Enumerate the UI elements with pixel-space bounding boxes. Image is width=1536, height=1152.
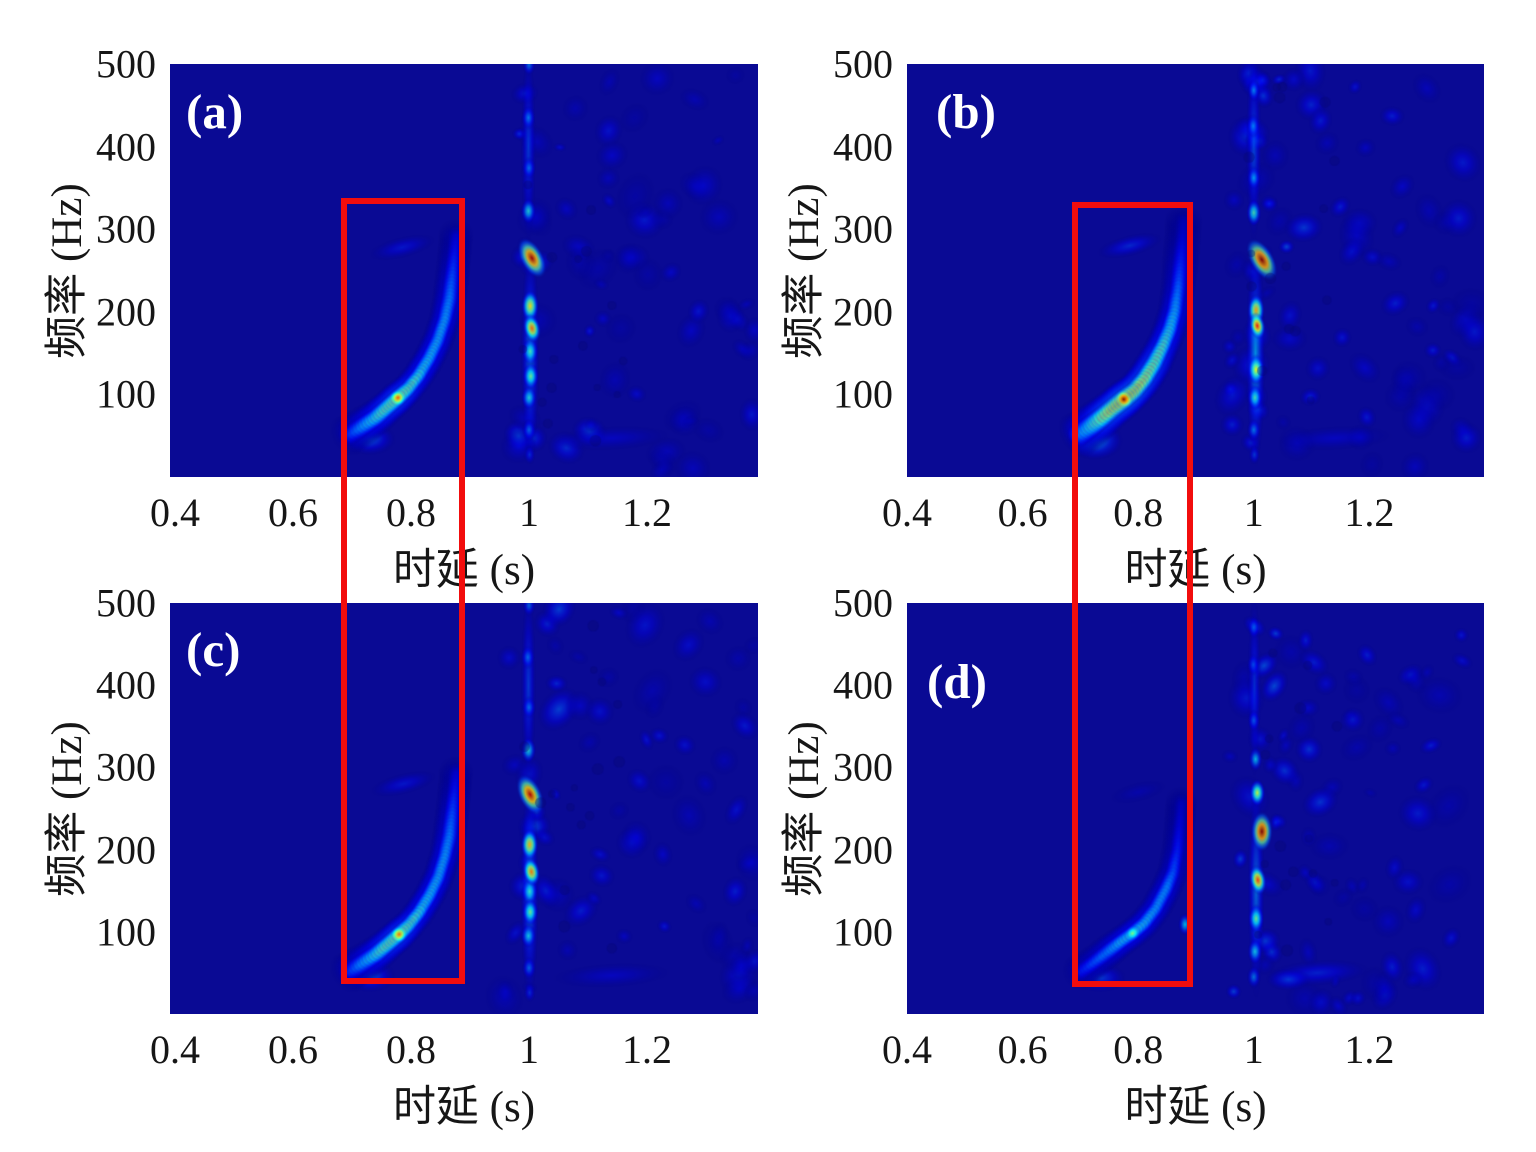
panel-c-xtick-1.2: 1.2 xyxy=(622,1027,672,1072)
panel-d-xtick-0.6: 0.6 xyxy=(997,1027,1048,1072)
panel-c-xtick-1: 1 xyxy=(519,1027,539,1072)
panel-c-yaxis-label: 频率 (Hz) xyxy=(44,720,91,897)
panel-d-xtick-1: 1 xyxy=(1243,1027,1264,1072)
panel-b-ytick-300: 300 xyxy=(833,206,893,252)
panel-b-xtick-0.8: 0.8 xyxy=(1113,490,1164,535)
panel-d-xaxis-label: 时延 (s) xyxy=(1124,1084,1267,1131)
panel-a-ytick-300: 300 xyxy=(96,206,156,252)
panel-b-canvas xyxy=(907,64,1484,477)
panel-b-ytick-400: 400 xyxy=(833,124,893,170)
panel-a-xtick-1.2: 1.2 xyxy=(622,490,672,535)
panel-b-xtick-0.6: 0.6 xyxy=(997,490,1048,535)
panel-b-xtick-1.2: 1.2 xyxy=(1344,490,1395,535)
highlight-box-right xyxy=(1072,201,1194,987)
panel-d-xtick-0.8: 0.8 xyxy=(1113,1027,1164,1072)
panel-c-ytick-200: 200 xyxy=(96,827,156,873)
panel-d-ytick-300: 300 xyxy=(833,744,893,790)
panel-b-ytick-200: 200 xyxy=(833,289,893,335)
panel-d-ytick-200: 200 xyxy=(833,827,893,873)
panel-b-xaxis-label: 时延 (s) xyxy=(1124,547,1267,594)
panel-b-yaxis-label: 频率 (Hz) xyxy=(781,182,828,359)
panel-a-xtick-0.6: 0.6 xyxy=(268,490,318,535)
panel-b-ytick-100: 100 xyxy=(833,371,893,417)
panel-b-label: (b) xyxy=(936,84,996,139)
panel-d-yaxis-label: 频率 (Hz) xyxy=(781,720,828,897)
panel-c-ytick-400: 400 xyxy=(96,662,156,708)
panel-c-label: (c) xyxy=(186,622,241,677)
panel-a-ytick-200: 200 xyxy=(96,289,156,335)
highlight-box-left xyxy=(341,197,465,985)
panel-a-xtick-1: 1 xyxy=(519,490,539,535)
panel-c-ytick-300: 300 xyxy=(96,744,156,790)
panel-d-xtick-0.4: 0.4 xyxy=(882,1027,932,1072)
panel-d-ytick-400: 400 xyxy=(833,662,893,708)
panel-d-ytick-500: 500 xyxy=(833,580,893,626)
panel-c-xtick-0.8: 0.8 xyxy=(386,1027,436,1072)
panel-d-label: (d) xyxy=(927,654,987,709)
panel-c-xtick-0.6: 0.6 xyxy=(268,1027,318,1072)
panel-b-xtick-0.4: 0.4 xyxy=(882,490,932,535)
panel-b-ytick-500: 500 xyxy=(833,41,893,87)
panel-d-canvas xyxy=(907,603,1484,1014)
panel-a-ytick-500: 500 xyxy=(96,41,156,87)
panel-c-ytick-500: 500 xyxy=(96,580,156,626)
panel-c-xtick-0.4: 0.4 xyxy=(150,1027,200,1072)
panel-a-label: (a) xyxy=(186,84,244,139)
panel-a-xtick-0.8: 0.8 xyxy=(386,490,436,535)
panel-a-xtick-0.4: 0.4 xyxy=(150,490,200,535)
panel-d-xtick-1.2: 1.2 xyxy=(1344,1027,1395,1072)
panel-a-ytick-400: 400 xyxy=(96,124,156,170)
panel-a-ytick-100: 100 xyxy=(96,371,156,417)
panel-b-xtick-1: 1 xyxy=(1243,490,1264,535)
panel-a-yaxis-label: 频率 (Hz) xyxy=(44,182,91,359)
panel-c-xaxis-label: 时延 (s) xyxy=(392,1084,536,1131)
panel-d-ytick-100: 100 xyxy=(833,909,893,955)
panel-c-ytick-100: 100 xyxy=(96,909,156,955)
